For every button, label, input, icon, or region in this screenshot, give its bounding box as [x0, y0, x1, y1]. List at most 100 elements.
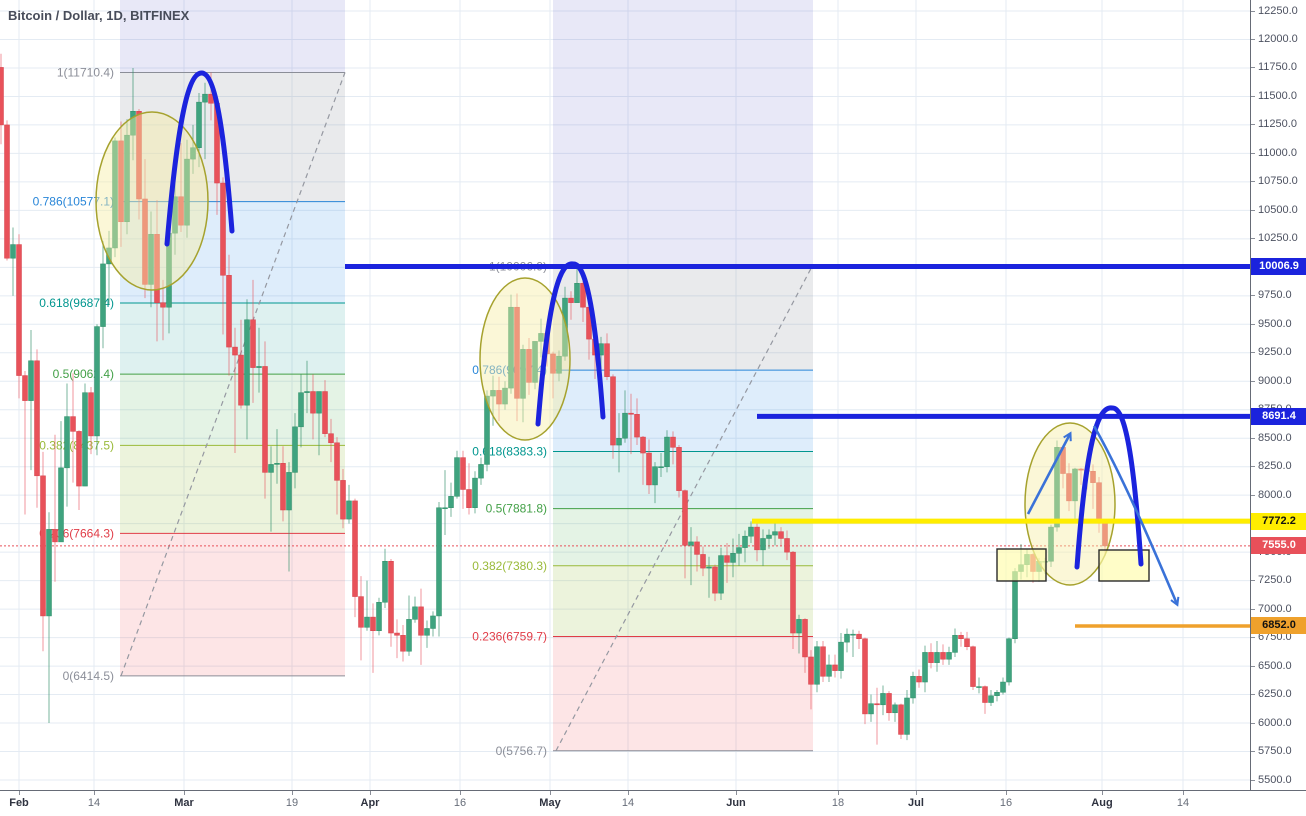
candle — [40, 475, 46, 617]
price-tick: 8500.0 — [1258, 431, 1292, 444]
candle — [304, 391, 310, 393]
arrow-down-projection[interactable] — [1092, 425, 1180, 607]
candle — [406, 619, 412, 652]
candle — [904, 697, 910, 735]
candle — [268, 464, 274, 473]
ellipse-jul-top[interactable] — [1024, 422, 1116, 586]
candle — [124, 134, 130, 223]
time-tickmark — [1183, 791, 1184, 795]
candle — [622, 412, 628, 439]
candlestick-series — [0, 53, 1108, 745]
candle — [472, 477, 478, 508]
time-tick-16: 16 — [453, 797, 467, 809]
chart-canvas[interactable]: 1(11710.4) 0.786(10577.1) 0.618(9687.4) 0.5… — [0, 0, 1250, 790]
ellipse-feb-top[interactable] — [95, 111, 209, 291]
candle — [580, 283, 586, 308]
price-tick: 9000.0 — [1258, 374, 1292, 387]
arrow-up-breakout[interactable] — [1026, 431, 1072, 515]
candle — [160, 302, 166, 308]
time-tick-Mar: Mar — [174, 797, 194, 809]
candle — [1072, 468, 1078, 502]
time-tickmark — [628, 791, 629, 795]
price-tickmark — [1251, 67, 1255, 69]
candle — [202, 93, 208, 103]
parabola-feb[interactable] — [164, 70, 235, 247]
candle — [658, 466, 664, 468]
fib-middle-band-0.786 — [553, 370, 813, 452]
candle — [814, 646, 820, 685]
time-tickmark — [19, 791, 20, 795]
candle — [478, 464, 484, 479]
time-tickmark — [292, 791, 293, 795]
candle — [784, 538, 790, 553]
candle — [736, 547, 742, 554]
candle — [1066, 473, 1072, 502]
candle — [244, 319, 250, 406]
candle — [946, 652, 952, 660]
candle — [346, 500, 352, 520]
candle — [694, 541, 700, 555]
parabola-may[interactable] — [535, 261, 606, 427]
candle — [538, 333, 544, 342]
fib-left-band-1 — [120, 72, 345, 202]
candle — [466, 489, 472, 508]
price-axis[interactable]: 12250.0 12000.0 11750.0 11500.0 11250.0 11000… — [1250, 0, 1306, 790]
candle — [772, 531, 778, 536]
candle — [832, 664, 838, 671]
time-tickmark — [184, 791, 185, 795]
price-tickmark — [1251, 238, 1255, 240]
candle — [682, 490, 688, 546]
candle — [58, 467, 64, 543]
candle — [430, 615, 436, 629]
time-tickmark — [460, 791, 461, 795]
candle — [76, 431, 82, 487]
candle — [838, 641, 844, 671]
time-axis[interactable]: Feb 14 Mar 19 Apr 16 May 14 Jun 18 Jul 16 Aug 14 — [0, 790, 1306, 816]
candle — [142, 198, 148, 285]
parabola-aug[interactable] — [1074, 405, 1144, 570]
candle — [688, 541, 694, 546]
price-tickmark — [1251, 466, 1255, 468]
candle — [262, 366, 268, 473]
fib-left[interactable]: 1(11710.4) 0.786(10577.1) 0.618(9687.4) 0.5… — [33, 0, 345, 683]
candle — [310, 391, 316, 414]
candle — [982, 686, 988, 703]
fib-middle-label-0: 0(5756.7) — [496, 744, 547, 758]
price-tick: 5750.0 — [1258, 745, 1292, 758]
price-tick: 10500.0 — [1258, 203, 1298, 216]
consolidation-box-1[interactable] — [996, 548, 1047, 582]
candle — [0, 67, 4, 126]
fib-middle-label-0.382: 0.382(7380.3) — [472, 559, 547, 573]
candle — [394, 632, 400, 636]
candle — [634, 414, 640, 438]
candle — [976, 686, 982, 688]
candle — [1048, 526, 1054, 562]
candle — [718, 555, 724, 594]
price-tick: 6000.0 — [1258, 716, 1292, 729]
candle — [232, 346, 238, 356]
price-tickmark — [1251, 665, 1255, 667]
candle — [988, 695, 994, 703]
price-tickmark — [1251, 181, 1255, 183]
candle — [766, 534, 772, 539]
candle — [496, 390, 502, 405]
price-tick: 10750.0 — [1258, 175, 1298, 188]
candle — [334, 442, 340, 481]
fib-middle[interactable]: 1(10006.9)0.786(9097.4)0.618(8383.3)0.5(… — [472, 0, 813, 758]
candle — [934, 652, 940, 663]
candle — [562, 297, 568, 357]
price-tick: 5500.0 — [1258, 773, 1292, 786]
candle — [1054, 447, 1060, 528]
candle — [256, 366, 262, 368]
candle — [790, 551, 796, 634]
candle — [604, 343, 610, 377]
candle — [484, 395, 490, 465]
candle — [52, 529, 58, 543]
ellipse-may-top[interactable] — [479, 277, 571, 441]
candle — [178, 196, 184, 226]
time-tick-14: 14 — [87, 797, 101, 809]
price-tickmark — [1251, 124, 1255, 126]
fib-left-band-0.618 — [120, 302, 345, 375]
candle — [154, 234, 160, 303]
candle — [340, 480, 346, 520]
